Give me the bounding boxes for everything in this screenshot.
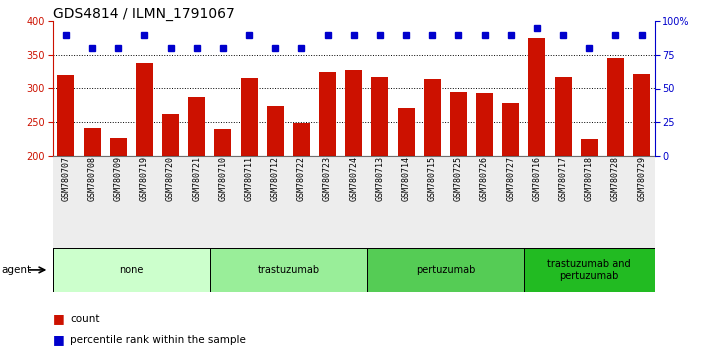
- Bar: [502, 103, 520, 156]
- Bar: [367, 248, 524, 292]
- Text: GSM780726: GSM780726: [480, 156, 489, 201]
- Bar: [476, 92, 493, 156]
- Bar: [603, 156, 629, 248]
- Bar: [58, 75, 75, 156]
- Text: agent: agent: [1, 265, 32, 275]
- Text: percentile rank within the sample: percentile rank within the sample: [70, 335, 246, 345]
- Bar: [241, 78, 258, 156]
- Bar: [576, 156, 603, 248]
- Bar: [633, 74, 650, 156]
- Bar: [367, 156, 393, 248]
- Text: GSM780712: GSM780712: [271, 156, 279, 201]
- Bar: [524, 156, 550, 248]
- Bar: [319, 72, 336, 156]
- Bar: [110, 138, 127, 156]
- Bar: [341, 156, 367, 248]
- Text: none: none: [119, 265, 144, 275]
- Text: GSM780720: GSM780720: [166, 156, 175, 201]
- Text: GSM780722: GSM780722: [297, 156, 306, 201]
- Text: GSM780724: GSM780724: [349, 156, 358, 201]
- Bar: [267, 106, 284, 156]
- Bar: [210, 156, 236, 248]
- Text: GSM780716: GSM780716: [532, 156, 541, 201]
- Text: trastuzumab and
pertuzumab: trastuzumab and pertuzumab: [548, 259, 631, 281]
- Bar: [529, 38, 546, 156]
- Text: GSM780728: GSM780728: [611, 156, 620, 201]
- Bar: [524, 248, 655, 292]
- Text: pertuzumab: pertuzumab: [415, 265, 475, 275]
- Bar: [188, 97, 206, 156]
- Bar: [472, 156, 498, 248]
- Bar: [419, 156, 446, 248]
- Text: GDS4814 / ILMN_1791067: GDS4814 / ILMN_1791067: [53, 7, 234, 21]
- Bar: [372, 77, 389, 156]
- Text: ■: ■: [53, 312, 65, 325]
- Text: trastuzumab: trastuzumab: [257, 265, 320, 275]
- Text: GSM780715: GSM780715: [428, 156, 436, 201]
- Text: GSM780719: GSM780719: [140, 156, 149, 201]
- Bar: [607, 58, 624, 156]
- Bar: [53, 248, 210, 292]
- Bar: [262, 156, 289, 248]
- Bar: [424, 79, 441, 156]
- Bar: [158, 156, 184, 248]
- Text: GSM780725: GSM780725: [454, 156, 463, 201]
- Bar: [236, 156, 262, 248]
- Text: GSM780721: GSM780721: [192, 156, 201, 201]
- Text: GSM780710: GSM780710: [218, 156, 227, 201]
- Text: GSM780718: GSM780718: [585, 156, 593, 201]
- Bar: [132, 156, 158, 248]
- Bar: [53, 156, 79, 248]
- Text: GSM780717: GSM780717: [558, 156, 567, 201]
- Text: ■: ■: [53, 333, 65, 346]
- Text: GSM780714: GSM780714: [401, 156, 410, 201]
- Bar: [555, 77, 572, 156]
- Text: count: count: [70, 314, 100, 324]
- Bar: [215, 129, 232, 156]
- Bar: [581, 139, 598, 156]
- Bar: [136, 63, 153, 156]
- Bar: [184, 156, 210, 248]
- Bar: [393, 156, 419, 248]
- Bar: [315, 156, 341, 248]
- Bar: [210, 248, 367, 292]
- Text: GSM780709: GSM780709: [114, 156, 122, 201]
- Text: GSM780727: GSM780727: [506, 156, 515, 201]
- Bar: [84, 127, 101, 156]
- Bar: [79, 156, 105, 248]
- Bar: [105, 156, 132, 248]
- Text: GSM780713: GSM780713: [375, 156, 384, 201]
- Bar: [450, 92, 467, 156]
- Bar: [446, 156, 472, 248]
- Bar: [550, 156, 576, 248]
- Bar: [398, 108, 415, 156]
- Bar: [345, 70, 363, 156]
- Text: GSM780708: GSM780708: [87, 156, 96, 201]
- Bar: [162, 114, 179, 156]
- Bar: [629, 156, 655, 248]
- Text: GSM780723: GSM780723: [323, 156, 332, 201]
- Text: GSM780729: GSM780729: [637, 156, 646, 201]
- Bar: [293, 124, 310, 156]
- Bar: [289, 156, 315, 248]
- Text: GSM780707: GSM780707: [61, 156, 70, 201]
- Bar: [498, 156, 524, 248]
- Text: GSM780711: GSM780711: [244, 156, 253, 201]
